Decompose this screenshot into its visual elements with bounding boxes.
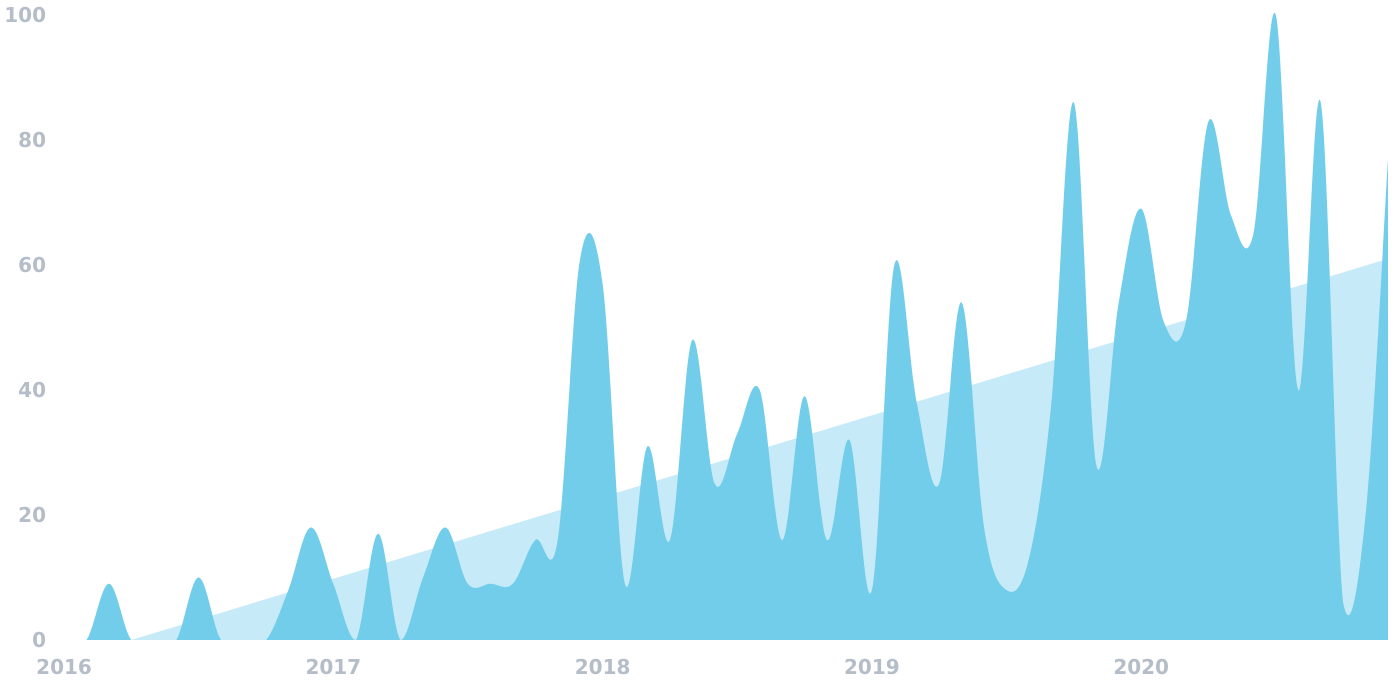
x-tick-label: 2019 (844, 655, 900, 679)
y-tick-label: 100 (4, 3, 46, 27)
series-area (64, 12, 1388, 641)
y-tick-label: 20 (18, 503, 46, 527)
x-tick-label: 2017 (305, 655, 361, 679)
x-tick-label: 2020 (1113, 655, 1169, 679)
series-layer (64, 12, 1388, 641)
x-tick-label: 2018 (575, 655, 631, 679)
y-tick-label: 80 (18, 128, 46, 152)
y-tick-label: 40 (18, 378, 46, 402)
y-axis: 0 20 40 60 80 100 (4, 3, 46, 652)
x-tick-label: 2016 (36, 655, 92, 679)
x-axis: 2016 2017 2018 2019 2020 (36, 655, 1169, 679)
y-tick-label: 60 (18, 253, 46, 277)
y-tick-label: 0 (32, 628, 46, 652)
